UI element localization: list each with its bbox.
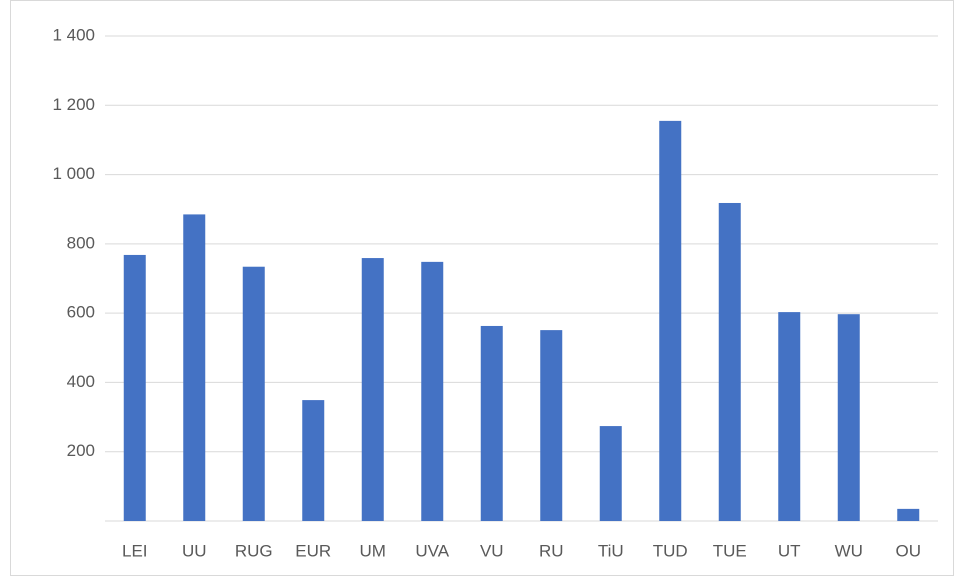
y-tick-label: 800 [67,233,95,252]
x-tick-label: UT [778,541,801,560]
x-tick-label: VU [480,541,504,560]
bar [123,254,146,521]
x-tick-label: RU [539,541,564,560]
y-tick-label: 200 [67,441,95,460]
y-tick-label: 1 400 [52,25,95,44]
y-tick-label: 1 200 [52,95,95,114]
x-tick-label: TUE [713,541,747,560]
bar [599,426,622,521]
x-tick-label: WU [835,541,863,560]
x-tick-label: UVA [415,541,449,560]
bar [540,330,563,521]
x-tick-label: OU [896,541,922,560]
bar [778,312,801,521]
y-tick-label: 400 [67,372,95,391]
x-tick-label: LEI [122,541,148,560]
bar [183,214,206,522]
x-tick-label: UM [360,541,386,560]
bar [302,400,325,521]
x-tick-label: TUD [653,541,688,560]
bar [837,314,860,521]
chart-border [10,0,954,576]
bar [361,258,384,521]
x-tick-label: TiU [598,541,624,560]
bar [659,120,682,521]
bar [421,261,444,521]
bar [718,202,741,521]
y-tick-label: 600 [67,303,95,322]
bar [242,266,265,521]
x-tick-label: EUR [295,541,331,560]
x-tick-label: UU [182,541,207,560]
y-tick-label: 1 000 [52,164,95,183]
bar [480,325,503,521]
bar [897,508,920,521]
x-tick-label: RUG [235,541,273,560]
